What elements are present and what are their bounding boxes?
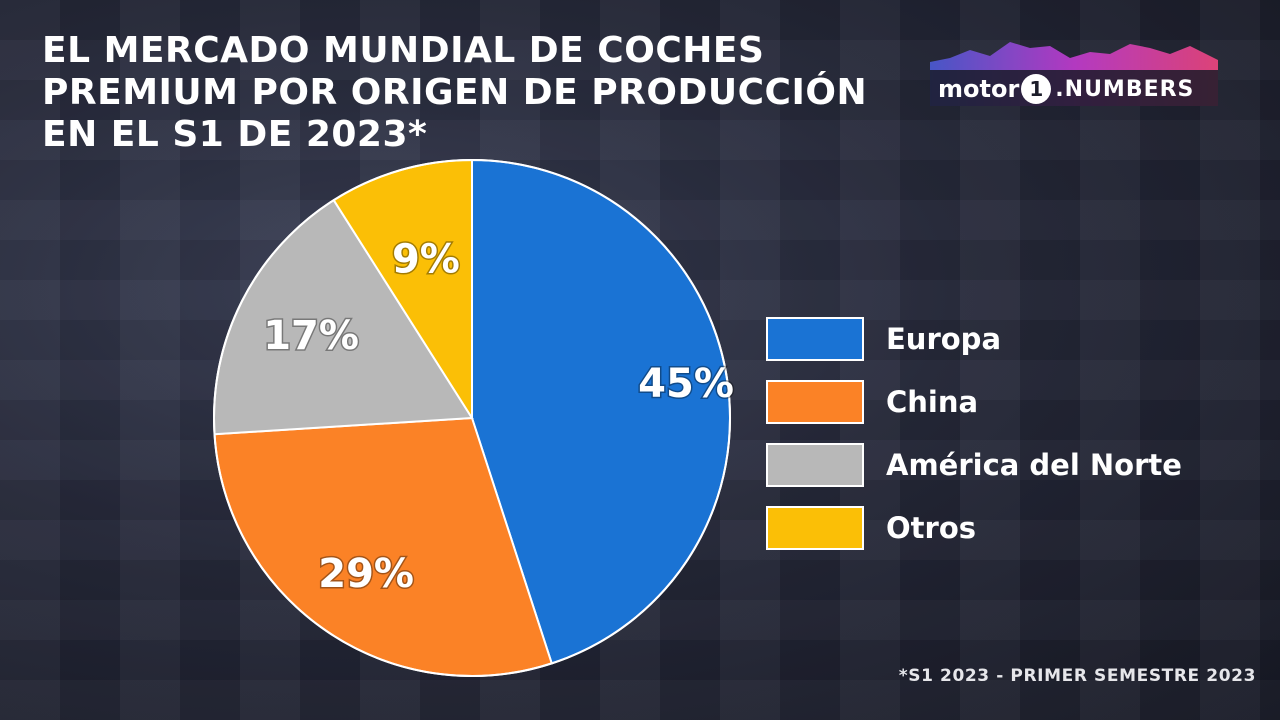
logo-word: motor	[938, 75, 1020, 103]
title-line-3: EN EL S1 DE 2023*	[42, 114, 428, 155]
logo-skyline-graphic	[930, 42, 1218, 106]
legend: Europa China América del Norte Otros	[766, 316, 1182, 568]
chart-title: EL MERCADO MUNDIAL DE COCHES PREMIUM POR…	[42, 30, 922, 156]
pie-label-europa: 45%	[638, 361, 734, 407]
legend-label-otros: Otros	[886, 511, 977, 545]
pie-label-america-del-norte: 17%	[263, 313, 359, 359]
legend-swatch-china	[766, 380, 864, 424]
footnote: *S1 2023 - PRIMER SEMESTRE 2023	[898, 666, 1256, 686]
legend-label-china: China	[886, 385, 979, 419]
pie-outline	[213, 159, 731, 677]
logo-suffix: .NUMBERS	[1055, 76, 1195, 102]
legend-item-america-del-norte: América del Norte	[766, 442, 1182, 488]
logo-badge: 1	[1021, 74, 1052, 104]
motor1-numbers-logo: motor 1 .NUMBERS	[930, 36, 1218, 106]
legend-item-europa: Europa	[766, 316, 1182, 362]
legend-swatch-europa	[766, 317, 864, 361]
title-line-2: PREMIUM POR ORIGEN DE PRODUCCIÓN	[42, 72, 868, 113]
legend-swatch-america-del-norte	[766, 443, 864, 487]
legend-label-europa: Europa	[886, 322, 1002, 356]
pie-label-china: 29%	[318, 551, 414, 597]
legend-label-america-del-norte: América del Norte	[886, 448, 1182, 482]
legend-swatch-otros	[766, 506, 864, 550]
pie-label-otros: 9%	[392, 236, 460, 282]
legend-item-otros: Otros	[766, 505, 1182, 551]
pie-labels: 45% 29% 17% 9%	[262, 235, 736, 598]
legend-item-china: China	[766, 379, 1182, 425]
pie-slices	[213, 158, 731, 677]
title-line-1: EL MERCADO MUNDIAL DE COCHES	[42, 30, 765, 71]
logo-wordmark: motor 1 .NUMBERS	[938, 74, 1194, 104]
